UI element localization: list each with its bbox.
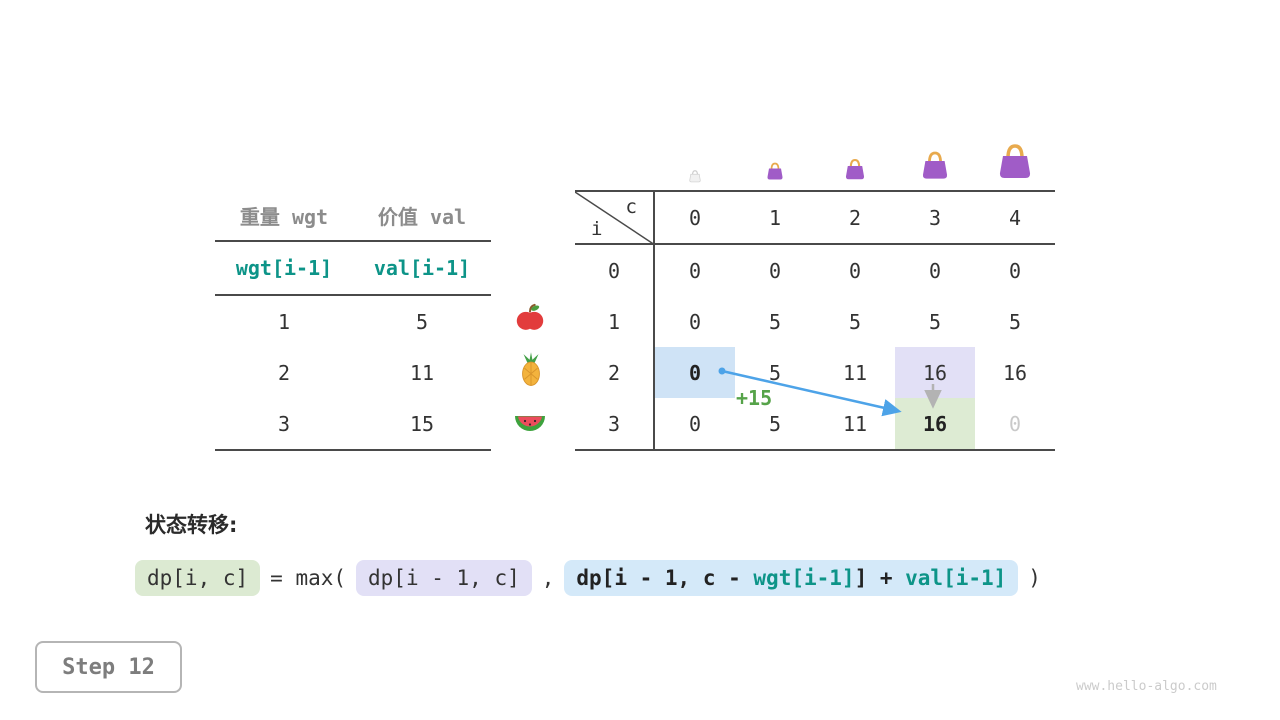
dp-cell-2-4: 16 [1002,360,1028,385]
bag-icon-c0 [688,168,702,187]
dp-cell-0-0: 0 [688,258,702,283]
dp-cell-1-2: 5 [848,309,862,334]
dp-cell-1-1: 5 [768,309,782,334]
take-prefix: dp[i - 1, c - [576,566,754,590]
dp-cell-1-3: 5 [928,309,942,334]
dp-col-header-2: 2 [815,192,895,245]
dp-row-header-1: 1 [575,296,655,347]
dp-col-header-4: 4 [975,192,1055,245]
item-2-value: 11 [409,360,435,385]
dp-cell-1-4: 5 [1008,309,1022,334]
item-row-3: 3 15 [215,398,491,449]
dp-cell-0-1: 0 [768,258,782,283]
dp-cell-0-3: 0 [928,258,942,283]
val-formula-label: val[i-1] [373,256,471,280]
take-val-term: val[i-1] [905,566,1007,590]
divider [215,240,491,242]
step-indicator: Step 12 [35,641,182,693]
formula-take-chip: dp[i - 1, c - wgt[i-1]] + val[i-1] [564,560,1019,596]
divider [215,294,491,296]
dp-cell-3-0: 0 [688,411,702,436]
item-row-2: 2 11 [215,347,491,398]
dp-cell-0-2: 0 [848,258,862,283]
item-3-value: 15 [409,411,435,436]
formula-operator: = max( [270,566,347,590]
bag-icon-c4 [995,141,1035,185]
formula-keep-chip: dp[i - 1, c] [356,560,532,596]
items-col-weight-header: 重量 wgt [239,204,329,229]
bag-icon-c2 [843,157,867,185]
item-3-weight: 3 [277,411,291,436]
dp-cell-3-1: 5 [768,411,782,436]
formula-lhs-chip: dp[i, c] [135,560,261,596]
dp-col-header-3: 3 [895,192,975,245]
items-formula-row: wgt[i-1] val[i-1] [215,242,491,294]
bag-icon-c3 [919,149,951,185]
wgt-formula-label: wgt[i-1] [235,256,333,280]
state-transition-heading: 状态转移: [145,513,238,537]
apple-icon [515,303,545,337]
corner-label-c: c [625,196,637,218]
formula-separator: , [541,566,555,590]
transition-formula: dp[i, c] = max( dp[i - 1, c] , dp[i - 1,… [135,560,1041,596]
take-mid: ] + [854,566,906,590]
formula-closing-paren: ) [1028,566,1041,590]
take-wgt-term: wgt[i-1] [753,566,855,590]
dp-row-header-0: 0 [575,245,655,296]
item-row-1: 1 5 [215,296,491,347]
corner-diagonal-line [575,192,655,245]
dp-table: c i 0 1 2 3 4 0 0 0 0 0 0 1 0 5 5 5 5 2 … [575,190,1055,451]
dp-cell-1-0: 0 [688,309,702,334]
dp-col-header-1: 1 [735,192,815,245]
item-1-value: 5 [415,309,429,334]
pineapple-icon [516,352,546,392]
dp-row-header-2: 2 [575,347,655,398]
dp-cell-2-3-keep-highlight: 16 [895,347,975,398]
dp-cell-2-2: 11 [842,360,868,385]
items-table-header: 重量 wgt 价值 val [215,190,491,240]
dp-cell-3-3-current-highlight: 16 [895,398,975,449]
dp-cell-3-2: 11 [842,411,868,436]
divider [215,449,491,451]
corner-label-i: i [591,218,603,240]
watermelon-icon [514,413,546,437]
item-1-weight: 1 [277,309,291,334]
items-col-value-header: 价值 val [377,204,467,229]
dp-cell-0-4: 0 [1008,258,1022,283]
dp-cell-3-4-pending: 0 [1008,411,1022,436]
plus-value-label: +15 [736,386,773,410]
bag-icon-c1 [765,161,785,185]
items-table: 重量 wgt 价值 val wgt[i-1] val[i-1] 1 5 2 11… [215,190,491,451]
dp-corner-cell: c i [575,192,655,245]
site-watermark: www.hello-algo.com [1076,679,1217,694]
item-2-weight: 2 [277,360,291,385]
dp-col-header-0: 0 [655,192,735,245]
dp-row-header-3: 3 [575,398,655,449]
dp-cell-2-0-source-highlight: 0 [655,347,735,398]
